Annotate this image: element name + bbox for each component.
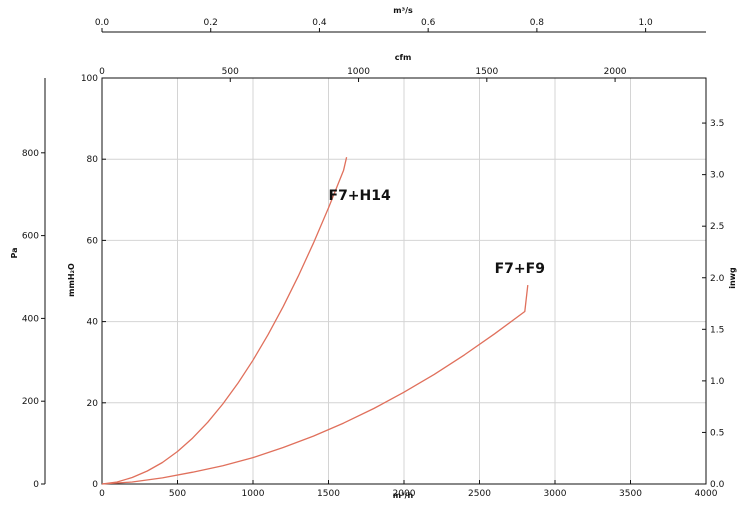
left-pa-tick-label-1: 200 bbox=[22, 397, 39, 407]
bottom-axis-label: m³/h bbox=[393, 491, 414, 500]
left-pa-tick-label-2: 400 bbox=[22, 314, 39, 324]
bottom-tick-label-2: 1000 bbox=[242, 489, 265, 499]
bottom-tick-label-8: 4000 bbox=[695, 489, 718, 499]
bottom-tick-label-6: 3000 bbox=[544, 489, 567, 499]
bottom-tick-label-7: 3500 bbox=[619, 489, 642, 499]
bottom-tick-label-4: 2000 bbox=[393, 489, 416, 499]
bottom-tick-label-5: 2500 bbox=[468, 489, 491, 499]
series-label-f7-f9: F7+F9 bbox=[495, 261, 545, 277]
series-line-f7-h14 bbox=[101, 157, 348, 485]
right-inwg-axis-label: inwg bbox=[728, 267, 737, 289]
right-inwg-tick-label-6: 3.0 bbox=[710, 171, 725, 181]
left-mmh2o-tick-label-0: 0 bbox=[92, 480, 98, 490]
bottom-tick-label-3: 1500 bbox=[317, 489, 340, 499]
left-pa-axis-label: Pa bbox=[10, 247, 19, 258]
left-mmh2o-tick-label-1: 20 bbox=[87, 399, 99, 409]
bottom-tick-label-1: 500 bbox=[169, 489, 186, 499]
right-inwg-tick-label-3: 1.5 bbox=[710, 325, 724, 335]
right-inwg-tick-label-1: 0.5 bbox=[710, 428, 724, 438]
left-mmh2o-tick-label-5: 100 bbox=[81, 74, 98, 84]
series-layer bbox=[101, 157, 529, 485]
top-cfm-tick-label-3: 1500 bbox=[475, 67, 498, 77]
top-m3s-axis-label: m³/s bbox=[393, 6, 413, 15]
top-cfm-tick-label-2: 1000 bbox=[347, 67, 370, 77]
top-cfm-tick-label-0: 0 bbox=[99, 67, 105, 77]
right-inwg-tick-label-7: 3.5 bbox=[710, 119, 724, 129]
top-m3s-tick-label-1: 0.2 bbox=[204, 18, 218, 28]
top-cfm-tick-label-1: 500 bbox=[222, 67, 239, 77]
series-line-f7-f9 bbox=[101, 285, 529, 485]
left-pa-tick-label-4: 800 bbox=[22, 149, 39, 159]
top-m3s-tick-label-2: 0.4 bbox=[312, 18, 327, 28]
top-cfm-tick-label-4: 2000 bbox=[604, 67, 627, 77]
right-inwg-tick-label-5: 2.5 bbox=[710, 222, 724, 232]
top-m3s-tick-label-3: 0.6 bbox=[421, 18, 436, 28]
bottom-tick-label-0: 0 bbox=[99, 489, 105, 499]
right-inwg-tick-label-4: 2.0 bbox=[710, 274, 725, 284]
top-cfm-axis-label: cfm bbox=[395, 53, 412, 62]
grid-layer bbox=[101, 77, 707, 485]
top-m3s-tick-label-4: 0.8 bbox=[530, 18, 545, 28]
left-pa-tick-label-3: 600 bbox=[22, 232, 39, 242]
right-inwg-tick-label-2: 1.0 bbox=[710, 377, 725, 387]
left-mmh2o-tick-label-3: 60 bbox=[87, 236, 99, 246]
right-inwg-tick-label-0: 0.0 bbox=[710, 480, 725, 490]
top-m3s-tick-label-5: 1.0 bbox=[638, 18, 653, 28]
series-label-f7-h14: F7+H14 bbox=[329, 188, 391, 204]
top-m3s-tick-label-0: 0.0 bbox=[95, 18, 110, 28]
left-pa-tick-label-0: 0 bbox=[33, 480, 39, 490]
left-mmh2o-tick-label-2: 40 bbox=[87, 318, 99, 328]
left-mmh2o-tick-label-4: 80 bbox=[87, 155, 99, 165]
left-mmh2o-axis-label: mmH₂O bbox=[67, 263, 76, 297]
labels-layer: m³/s cfm m³/h Pa mmH₂O inwg F7+H14 F7+F9 bbox=[10, 6, 737, 500]
